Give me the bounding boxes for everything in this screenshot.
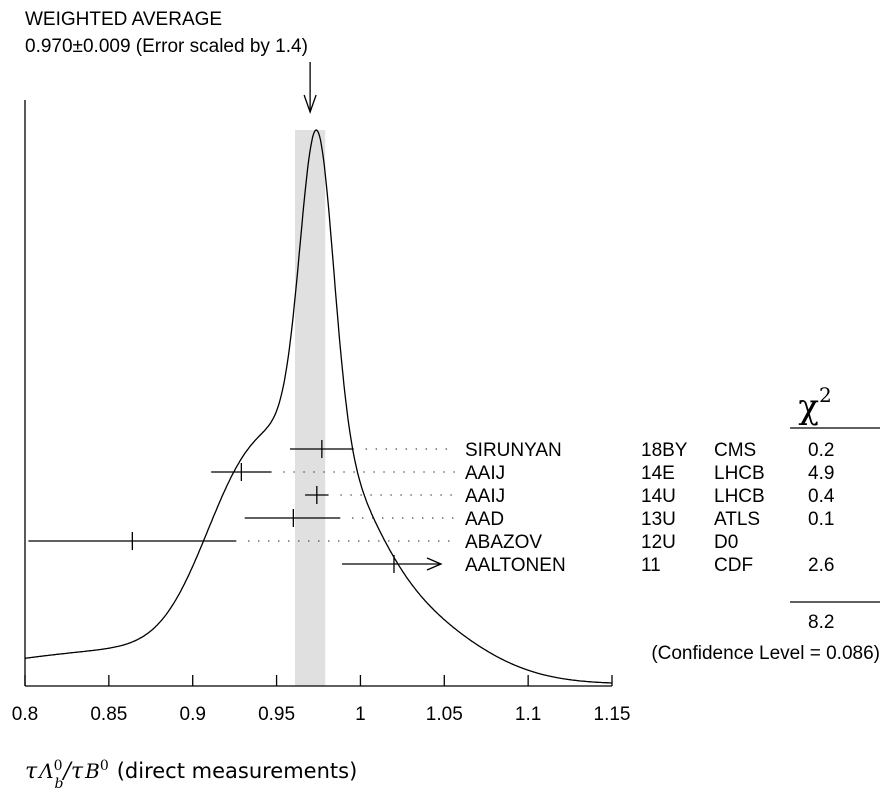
measurement-row: AAD 13U ATLS 0.1 [244,509,834,530]
measurement-experiment: CMS [714,440,756,461]
x-tick-label: 0.95 [258,704,295,725]
x-tick-label: 1 [355,704,366,725]
measurement-author: AAIJ [465,486,505,507]
measurement-experiment: D0 [714,532,738,553]
x-tick-label: 0.85 [90,704,127,725]
measurement-chi2: 0.2 [808,440,834,461]
measurement-year: 14E [641,463,675,484]
chi2-total: 8.2 [808,612,834,633]
measurement-experiment: LHCB [714,486,765,507]
chart-title: WEIGHTED AVERAGE [25,9,222,30]
measurement-year: 18BY [641,440,688,461]
measurement-row: SIRUNYAN 18BY CMS 0.2 [289,440,834,461]
measurement-experiment: LHCB [714,463,765,484]
measurements: SIRUNYAN 18BY CMS 0.2 AAIJ 14E LHCB 4.9 AAIJ 14U L… [28,440,835,576]
x-axis-label: τ Λ0 b/τ B0 (direct measurements) [25,758,357,792]
measurement-year: 11 [641,555,661,576]
arrow-head [303,94,317,114]
chart-subtitle: 0.970±0.009 (Error scaled by 1.4) [25,36,308,57]
measurement-row: AAIJ 14E LHCB 4.9 [211,463,834,484]
measurement-chi2: 0.4 [808,486,835,507]
arrow-head [426,557,443,571]
measurement-chi2: 0.1 [808,509,834,530]
measurement-author: AAD [465,509,504,530]
measurement-year: 12U [641,532,676,553]
measurement-author: SIRUNYAN [465,440,562,461]
measurement-year: 13U [641,509,676,530]
weighted-average-band [295,130,326,686]
x-tick-label: 1.15 [594,704,631,725]
measurement-row: AAIJ 14U LHCB 0.4 [305,486,835,507]
ideogram-curve [24,129,612,684]
measurement-chi2: 2.6 [808,555,834,576]
x-tick-label: 1.05 [426,704,463,725]
measurement-author: AAIJ [465,463,505,484]
x-tick-label: 1.1 [515,704,541,725]
measurement-author: AALTONEN [465,555,566,576]
measurement-row: ABAZOV 12U D0 [28,532,738,553]
x-tick-label: 0.8 [12,704,38,725]
measurement-experiment: CDF [714,555,753,576]
measurement-experiment: ATLS [714,509,760,530]
measurement-year: 14U [641,486,676,507]
chi2-header: χ2 [798,383,831,427]
confidence-level: (Confidence Level = 0.086) [651,643,880,664]
measurement-author: ABAZOV [465,532,542,553]
weighted-average-arrow [303,62,317,114]
measurement-row: AALTONEN 11 CDF 2.6 [341,555,834,576]
axes: 0.8 0.85 0.9 0.95 1 1.05 1.1 1.15 [12,100,631,725]
x-tick-label: 0.9 [180,704,206,725]
measurement-chi2: 4.9 [808,463,834,484]
